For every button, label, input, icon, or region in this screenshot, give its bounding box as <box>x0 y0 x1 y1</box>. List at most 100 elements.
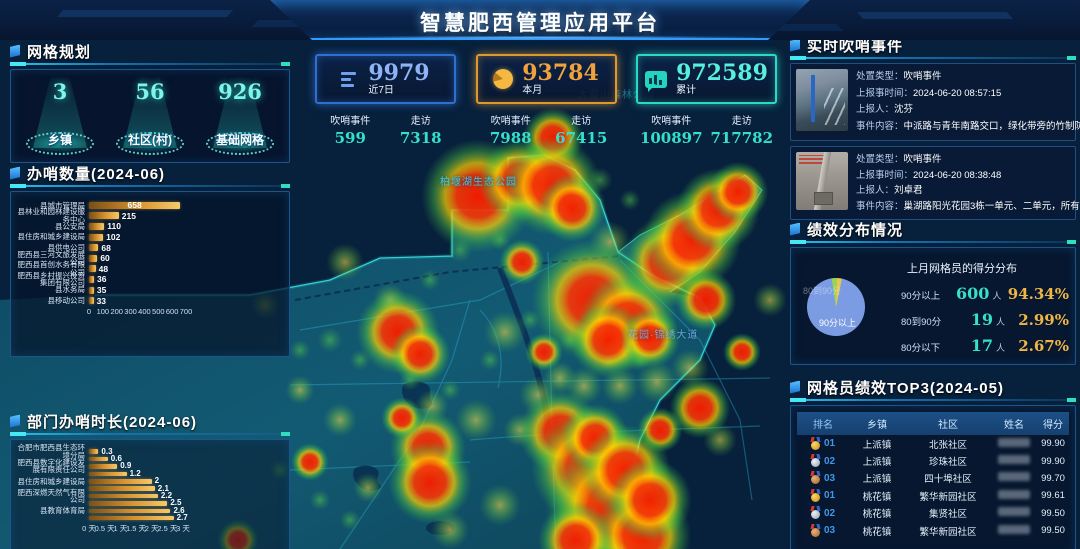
section-title: 实时吹哨事件 <box>807 37 904 55</box>
stat-pedestal-grids: 926 基础网格 <box>197 70 283 160</box>
table-row[interactable]: 02 上派镇 珍珠社区 99.90 <box>797 452 1069 469</box>
table-row[interactable]: 02 桃花镇 集贤社区 99.50 <box>797 505 1069 522</box>
substat-value: 7318 <box>399 129 442 147</box>
bar-row: 2.5 <box>17 499 281 507</box>
redacted-name <box>998 489 1030 499</box>
medal-icon <box>810 475 820 485</box>
whistle-count-chart[interactable]: 县城市管理局 658 县林业和园林建设服务中心 215 县公安局 110 县住房和城乡建设局… <box>10 191 290 357</box>
event-time: 上报事时间：2024-06-20 08:57:15 <box>856 87 1002 99</box>
bar-label: 县住房和城乡建设局 <box>17 232 86 242</box>
bar-value: 0.6 <box>110 454 122 464</box>
substat-value: 100897 <box>639 129 703 147</box>
redacted-name <box>998 437 1030 447</box>
town-cell: 上派镇 <box>862 474 892 486</box>
header-glow-line <box>325 36 755 39</box>
axis-tick: 600 <box>165 306 179 316</box>
heat-blob <box>484 311 526 353</box>
stat-value: 3 <box>52 79 68 104</box>
substat-label: 吹哨事件 <box>330 116 371 127</box>
bar-row: 县水务局 35 <box>17 285 281 296</box>
table-row[interactable]: 01 桃花镇 繁华新园社区 99.61 <box>797 487 1069 504</box>
heat-blob <box>317 327 343 353</box>
section-book-icon <box>10 414 20 428</box>
heat-blob <box>537 173 607 243</box>
bar: 60 <box>89 254 110 263</box>
bar-label: 县公安局 <box>55 221 85 231</box>
community-cell: 集贤社区 <box>928 509 967 521</box>
axis-tick: 3 天 <box>176 523 190 533</box>
table-row[interactable]: 01 上派镇 北张社区 99.90 <box>797 435 1069 452</box>
kpi-card[interactable]: 9979 近7日 <box>315 54 456 104</box>
axis-tick: 0.5 天 <box>94 523 115 533</box>
bar-row: 肥西县三河文旅发展公司 60 <box>17 251 281 266</box>
bar-row: 合肥市肥西县生态环境分局 0.3 <box>17 444 281 459</box>
heat-blob <box>619 307 681 369</box>
event-type: 处置类型：吹哨事件 <box>856 71 942 82</box>
panel-dept-duration: 部门办哨时长(2024-06) 合肥市肥西县生态环境分局 0.3 0.6 肥西县数字化… <box>10 412 290 549</box>
score-cell: 99.90 <box>1041 455 1065 467</box>
heat-blob <box>723 333 761 371</box>
bar-label: 县教育体育局 <box>40 506 85 516</box>
table-header: 排名 乡镇 社区 姓名 得分 <box>797 412 1069 435</box>
axis-tick: 400 <box>138 306 151 316</box>
dept-duration-chart[interactable]: 合肥市肥西县生态环境分局 0.3 0.6 肥西县数字化建设发展有限责任公司 0.9 1.2… <box>10 439 290 549</box>
table-row[interactable]: 03 上派镇 四十埠社区 99.70 <box>797 470 1069 487</box>
table-body: 01 上派镇 北张社区 99.90 02 上派镇 珍珠社区 99.90 03 上派镇 四十埠社区 99… <box>797 435 1069 539</box>
stat-label: 乡镇 <box>47 133 72 147</box>
heat-blob <box>381 397 423 439</box>
rank: 03 <box>823 525 836 537</box>
bar-value: 33 <box>96 295 107 306</box>
section-underline <box>790 56 1076 60</box>
town-cell: 桃花镇 <box>862 526 892 538</box>
stat-label: 基础网格 <box>215 133 264 147</box>
axis-tick: 2.5 天 <box>157 523 178 533</box>
bar: 215 <box>89 212 136 220</box>
performance-row: 80分以下 17 人 2.67% <box>901 336 1069 355</box>
kpi-card[interactable]: 972589 累计 <box>636 54 777 104</box>
section-title: 办哨数量(2024-06) <box>27 165 166 183</box>
rank: 03 <box>823 472 836 484</box>
town-cell: 上派镇 <box>862 439 892 451</box>
section-underline <box>10 184 290 188</box>
bar-label: 合肥市肥西县生态环境分局 <box>17 443 86 460</box>
event-card[interactable]: 处置类型：吹哨事件 上报事时间：2024-06-20 08:57:15 上报人：… <box>790 63 1080 141</box>
substat-label: 走访 <box>410 116 431 127</box>
community-cell: 四十埠社区 <box>924 474 972 486</box>
table-row[interactable]: 03 桃花镇 繁华新园社区 99.50 <box>797 522 1069 539</box>
kpi-card[interactable]: 93784 本月 <box>475 54 617 104</box>
medal-icon <box>810 492 820 502</box>
bar-value: 102 <box>106 232 121 243</box>
section-book-icon <box>10 166 20 180</box>
bar-list-icon <box>341 71 359 87</box>
name-cell <box>991 472 1037 484</box>
pie-label-small: 80到90分 <box>803 286 842 296</box>
bar-row: 县林业和园林建设服务中心 215 <box>17 208 281 223</box>
substat-value: 67415 <box>555 129 608 147</box>
medal-icon <box>810 527 820 537</box>
bar-value: 48 <box>98 263 109 274</box>
bar: 658 <box>89 200 181 211</box>
score-pie-chart[interactable] <box>807 278 865 336</box>
name-cell <box>991 437 1037 450</box>
event-card[interactable]: 处置类型：吹哨事件 上报事时间：2024-06-20 08:38:48 上报人：… <box>790 146 1080 220</box>
town-cell: 上派镇 <box>862 457 892 469</box>
bar: 110 <box>89 222 121 231</box>
bar-value: 1.2 <box>129 468 141 478</box>
section-book-icon <box>10 44 20 58</box>
bar: 0.6 <box>89 455 122 463</box>
axis-tick: 700 <box>179 306 193 316</box>
heat-blob <box>479 484 521 526</box>
pie-label-big: 90分以上 <box>819 318 857 328</box>
panel-top3: 网格员绩效TOP3(2024-05) 排名 乡镇 社区 姓名 得分 01 上派镇 北… <box>790 378 1076 549</box>
event-content: 事件内容：中派路与青年南路交口，绿化带旁的竹制防… <box>856 120 1080 132</box>
heat-blob <box>675 269 737 331</box>
substat-value: 599 <box>334 129 366 147</box>
kpi-label: 近7日 <box>368 85 394 96</box>
redacted-name <box>998 524 1030 534</box>
bar-row: 县住房和城乡建设局 102 <box>17 232 281 243</box>
map-label-avenue: 花园·锦绣大道 <box>628 330 699 341</box>
heat-blob <box>543 361 577 395</box>
bar-value: 658 <box>127 200 142 211</box>
app-header: 智慧肥西管理应用平台 <box>0 0 1080 40</box>
